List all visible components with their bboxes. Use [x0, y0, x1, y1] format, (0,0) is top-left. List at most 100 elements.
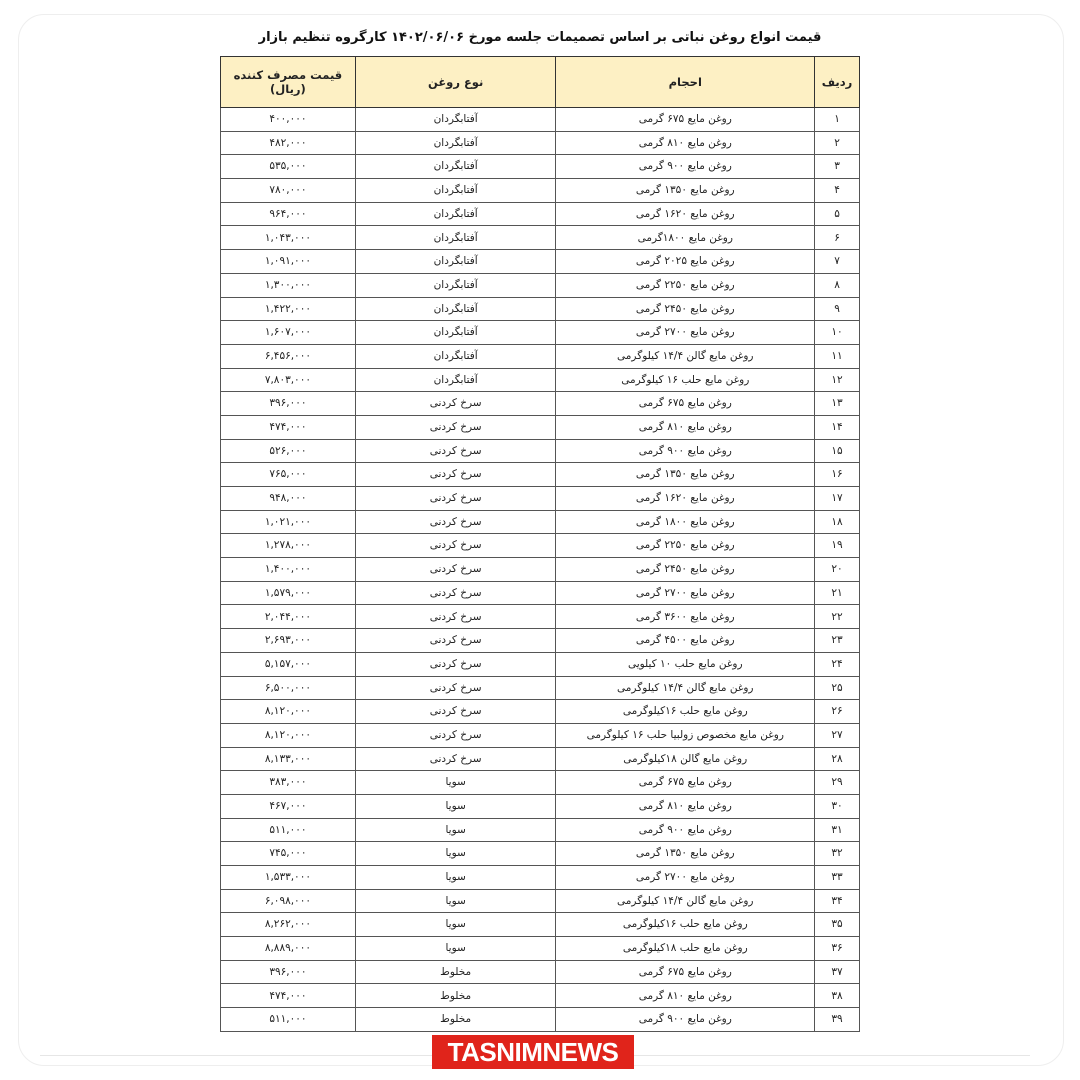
row-price: ۷۸۰,۰۰۰: [220, 178, 356, 203]
row-volume: روغن مایع حلب ۱۶کیلوگرمی: [555, 912, 816, 938]
row-oil-type: آفتابگردان: [354, 130, 557, 156]
row-price: ۸,۸۸۹,۰۰۰: [220, 936, 356, 961]
row-oil-type: سویا: [354, 841, 557, 866]
row-oil-type: سویا: [354, 888, 557, 914]
table-row: ۳۸ روغن مایع ۸۱۰ گرمی مخلوط ۴۷۴,۰۰۰: [220, 983, 860, 1009]
row-index: ۱۳: [814, 391, 860, 416]
row-price: ۸,۱۲۰,۰۰۰: [220, 722, 356, 748]
table-row: ۳۵ روغن مایع حلب ۱۶کیلوگرمی سویا ۸,۲۶۲,۰۰۰: [220, 912, 860, 938]
row-index: ۱۵: [814, 438, 860, 464]
row-oil-type: سویا: [354, 817, 557, 843]
table-row: ۱۱ روغن مایع گالن ۱۴/۴ کیلوگرمی آفتابگردان…: [220, 343, 860, 369]
table-row: ۱۲ روغن مایع حلب ۱۶ کیلوگرمی آفتابگردان ۷,۸…: [220, 367, 860, 393]
row-index: ۳۲: [814, 841, 860, 866]
row-oil-type: سویا: [354, 770, 557, 795]
column-header-type: نوع روغن: [354, 56, 557, 108]
row-index: ۲۹: [814, 770, 860, 795]
table-row: ۲ روغن مایع ۸۱۰ گرمی آفتابگردان ۴۸۲,۰۰۰: [220, 130, 860, 156]
row-volume: روغن مایع حلب ۱۶کیلوگرمی: [555, 699, 816, 724]
row-index: ۱۹: [814, 533, 860, 559]
row-oil-type: سرخ کردنی: [354, 438, 557, 464]
row-index: ۳۶: [814, 936, 860, 961]
table-row: ۲۴ روغن مایع حلب ۱۰ کیلویی سرخ کردنی ۵,۱۵۷,…: [220, 651, 860, 677]
row-volume: روغن مایع حلب ۱۰ کیلویی: [555, 651, 816, 677]
row-index: ۲۶: [814, 699, 860, 724]
row-volume: روغن مایع ۸۱۰ گرمی: [555, 414, 816, 440]
row-index: ۱۲: [814, 367, 860, 393]
row-price: ۲,۶۹۳,۰۰۰: [220, 628, 356, 653]
document-title: قیمت انواع روغن نباتی بر اساس تصمیمات جل…: [258, 30, 822, 45]
row-oil-type: آفتابگردان: [354, 272, 557, 298]
row-oil-type: سرخ کردنی: [354, 557, 557, 582]
row-index: ۲: [814, 130, 860, 156]
row-volume: روغن مایع ۲۴۵۰ گرمی: [555, 557, 816, 582]
row-index: ۳۹: [814, 1007, 860, 1032]
row-index: ۱۷: [814, 486, 860, 511]
row-index: ۳۳: [814, 865, 860, 890]
row-price: ۵۳۵,۰۰۰: [220, 154, 356, 180]
row-oil-type: آفتابگردان: [354, 107, 557, 132]
row-oil-type: سرخ کردنی: [354, 651, 557, 677]
table-row: ۱۷ روغن مایع ۱۶۲۰ گرمی سرخ کردنی ۹۴۸,۰۰۰: [220, 486, 860, 511]
table-row: ۲۵ روغن مایع گالن ۱۴/۴ کیلوگرمی سرخ کردنی ۶…: [220, 675, 860, 701]
row-index: ۲۲: [814, 604, 860, 630]
row-oil-type: آفتابگردان: [354, 225, 557, 251]
row-oil-type: سرخ کردنی: [354, 722, 557, 748]
table-row: ۱۸ روغن مایع ۱۸۰۰ گرمی سرخ کردنی ۱,۰۲۱,۰۰۰: [220, 509, 860, 535]
row-price: ۸,۱۲۰,۰۰۰: [220, 699, 356, 724]
row-price: ۱,۵۷۹,۰۰۰: [220, 580, 356, 606]
row-index: ۱۸: [814, 509, 860, 535]
row-volume: روغن مایع ۲۰۲۵ گرمی: [555, 249, 816, 274]
column-header-volume: احجام: [555, 56, 816, 108]
row-volume: روغن مایع ۶۷۵ گرمی: [555, 770, 816, 795]
row-oil-type: سرخ کردنی: [354, 628, 557, 653]
row-volume: روغن مایع ۱۳۵۰ گرمی: [555, 841, 816, 866]
row-oil-type: سرخ کردنی: [354, 580, 557, 606]
row-price: ۷۴۵,۰۰۰: [220, 841, 356, 866]
table-row: ۱ روغن مایع ۶۷۵ گرمی آفتابگردان ۴۰۰,۰۰۰: [220, 107, 860, 132]
row-price: ۶,۵۰۰,۰۰۰: [220, 675, 356, 701]
row-index: ۱: [814, 107, 860, 132]
row-price: ۱,۴۰۰,۰۰۰: [220, 557, 356, 582]
table-row: ۳۲ روغن مایع ۱۳۵۰ گرمی سویا ۷۴۵,۰۰۰: [220, 841, 860, 866]
row-oil-type: مخلوط: [354, 983, 557, 1009]
row-index: ۸: [814, 272, 860, 298]
row-index: ۳: [814, 154, 860, 180]
table-row: ۳۷ روغن مایع ۶۷۵ گرمی مخلوط ۳۹۶,۰۰۰: [220, 959, 860, 985]
row-price: ۵۲۶,۰۰۰: [220, 438, 356, 464]
table-row: ۳۴ روغن مایع گالن ۱۴/۴ کیلوگرمی سویا ۶,۰۹۸,…: [220, 888, 860, 914]
row-price: ۳۹۶,۰۰۰: [220, 959, 356, 985]
table-row: ۲۳ روغن مایع ۴۵۰۰ گرمی سرخ کردنی ۲,۶۹۳,۰۰۰: [220, 628, 860, 653]
row-index: ۱۱: [814, 343, 860, 369]
row-price: ۶,۴۵۶,۰۰۰: [220, 343, 356, 369]
row-index: ۲۰: [814, 557, 860, 582]
row-price: ۱,۴۲۲,۰۰۰: [220, 296, 356, 322]
row-price: ۹۴۸,۰۰۰: [220, 486, 356, 511]
row-index: ۲۳: [814, 628, 860, 653]
row-price: ۱,۰۹۱,۰۰۰: [220, 249, 356, 274]
row-volume: روغن مایع ۸۱۰ گرمی: [555, 983, 816, 1009]
row-volume: روغن مایع ۴۵۰۰ گرمی: [555, 628, 816, 653]
row-oil-type: سرخ کردنی: [354, 462, 557, 487]
row-oil-type: سرخ کردنی: [354, 533, 557, 559]
row-oil-type: آفتابگردان: [354, 154, 557, 180]
row-price: ۴۰۰,۰۰۰: [220, 107, 356, 132]
row-price: ۶,۰۹۸,۰۰۰: [220, 888, 356, 914]
row-oil-type: آفتابگردان: [354, 296, 557, 322]
row-index: ۹: [814, 296, 860, 322]
row-index: ۲۵: [814, 675, 860, 701]
table-row: ۱۴ روغن مایع ۸۱۰ گرمی سرخ کردنی ۴۷۴,۰۰۰: [220, 414, 860, 440]
row-oil-type: سویا: [354, 912, 557, 938]
row-price: ۸,۱۳۳,۰۰۰: [220, 746, 356, 772]
row-index: ۴: [814, 178, 860, 203]
row-price: ۵۱۱,۰۰۰: [220, 817, 356, 843]
table-row: ۲۰ روغن مایع ۲۴۵۰ گرمی سرخ کردنی ۱,۴۰۰,۰۰۰: [220, 557, 860, 582]
row-index: ۲۱: [814, 580, 860, 606]
row-index: ۱۰: [814, 320, 860, 345]
row-oil-type: مخلوط: [354, 959, 557, 985]
row-index: ۳۱: [814, 817, 860, 843]
row-volume: روغن مایع ۹۰۰ گرمی: [555, 817, 816, 843]
table-row: ۳۹ روغن مایع ۹۰۰ گرمی مخلوط ۵۱۱,۰۰۰: [220, 1007, 860, 1032]
row-oil-type: مخلوط: [354, 1007, 557, 1032]
row-oil-type: سرخ کردنی: [354, 604, 557, 630]
